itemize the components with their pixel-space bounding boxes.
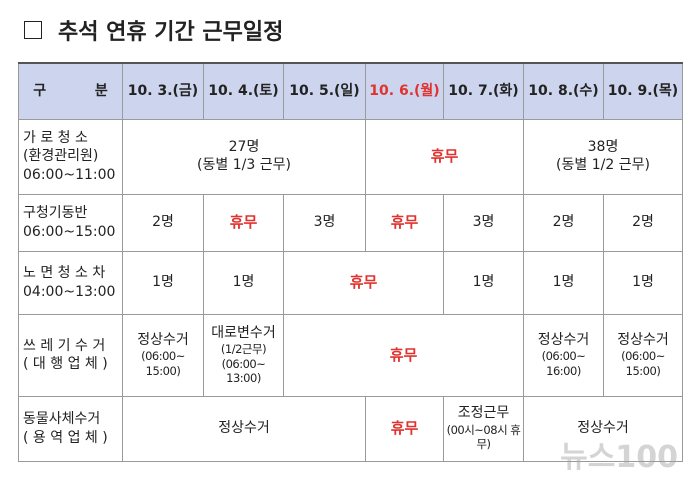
cell-line: 2명 bbox=[552, 213, 575, 230]
cell-line: 휴무 bbox=[229, 213, 258, 232]
cell: 3명 bbox=[283, 193, 366, 252]
cell-line: 38명 bbox=[587, 139, 619, 155]
row-label-line: ( 대 행 업 체 ) bbox=[23, 356, 108, 372]
row-label-line: 06:00~15:00 bbox=[23, 223, 116, 240]
row: 가 로 청 소 (환경관리원) 06:00~11:00 27명 (동별 1/3 근무) 휴… bbox=[18, 118, 683, 195]
cell-line: 휴무 bbox=[430, 147, 459, 166]
row-label: 구청기동반 06:00~15:00 bbox=[18, 193, 123, 252]
cell-line: 조정근무 bbox=[457, 405, 510, 422]
watermark: 뉴스100 bbox=[560, 440, 678, 475]
cell-line: 정상수거 bbox=[617, 331, 669, 348]
header-date: 10. 3.(금) bbox=[122, 62, 204, 120]
row: 쓰 레 기 수 거( 대 행 업 체 ) 정상수거 (06:00~ 15:00) 대로변… bbox=[18, 313, 683, 397]
cell: 정상수거 (06:00~ 15:00) bbox=[603, 313, 683, 397]
cell: 휴무 bbox=[365, 118, 524, 195]
cell-line: 13:00) bbox=[226, 370, 261, 385]
schedule-table: 구 분 10. 3.(금) 10. 4.(토) 10. 5.(일) 10. 6.(월) 1… bbox=[18, 62, 683, 462]
cell-line: 3명 bbox=[313, 213, 336, 230]
header-date: 10. 8.(수) bbox=[523, 62, 604, 120]
cell-line: 1명 bbox=[152, 273, 174, 290]
row-label: 쓰 레 기 수 거 ( 대 행 업 체 ) bbox=[18, 313, 123, 397]
cell: 3명 bbox=[443, 193, 524, 252]
row: 노 면 청 소 차 04:00~13:00 1명 1명 휴무 1명 1명 1명 bbox=[18, 250, 683, 315]
cell-line: 휴무 bbox=[389, 345, 418, 364]
cell: 대로변수거 (1/2근무) (06:00~ 13:00) bbox=[203, 313, 284, 397]
cell-line: 정상수거 bbox=[137, 331, 189, 348]
cell-line: 1명 bbox=[232, 273, 255, 290]
row-label-line: 04:00~13:00 bbox=[23, 283, 116, 300]
cell: 정상수거 bbox=[523, 395, 683, 462]
row-label-line: 쓰 레 기 수 거 bbox=[23, 337, 106, 354]
cell: 1명 bbox=[523, 250, 604, 315]
cell: 휴무 bbox=[365, 193, 444, 252]
cell: 1명 bbox=[603, 250, 683, 315]
cell: 휴무 bbox=[203, 193, 284, 252]
cell: 38명 (동별 1/2 근무) bbox=[523, 118, 683, 195]
cell-line: (06:00~ bbox=[621, 349, 665, 364]
cell: 1명 bbox=[443, 250, 524, 315]
cell-line: 1명 bbox=[552, 273, 575, 290]
cell-line: 정상수거 bbox=[577, 419, 629, 436]
cell: 휴무 bbox=[283, 313, 524, 397]
header-date: 10. 6.(월) bbox=[365, 62, 444, 120]
row-label-line: 구청기동반 bbox=[23, 205, 88, 222]
row-label-line: 노 면 청 소 차 bbox=[23, 265, 106, 282]
title: 추석 연휴 기간 근무일정 bbox=[24, 14, 283, 46]
row: 구청기동반 06:00~15:00 2명 휴무 3명 휴무 3명 2명 2명 bbox=[18, 193, 683, 252]
row-label: 가 로 청 소 (환경관리원) 06:00~11:00 bbox=[18, 118, 123, 195]
header-date: 10. 4.(토) bbox=[203, 62, 284, 120]
header-label: 구 분 bbox=[18, 62, 123, 120]
cell-line: 1명 bbox=[632, 273, 654, 290]
cell-line: (동별 1/3 근무) bbox=[197, 156, 291, 173]
cell-line: 정상수거 bbox=[537, 331, 590, 348]
row-label-line: ( 용 역 업 체 ) bbox=[23, 429, 108, 446]
cell-line: 2명 bbox=[632, 213, 654, 230]
cell: 1명 bbox=[203, 250, 284, 315]
cell-line: (06:00~ bbox=[221, 356, 266, 371]
cell: 정상수거 (06:00~ 15:00) bbox=[122, 313, 204, 397]
cell-line: 15:00) bbox=[145, 363, 181, 378]
cell: 정상수거 bbox=[122, 395, 366, 462]
title-box bbox=[24, 21, 42, 39]
cell-line: 휴무 bbox=[349, 273, 378, 292]
cell: 2명 bbox=[122, 193, 204, 252]
header-date: 10. 7.(화) bbox=[443, 62, 524, 120]
row: 동물사체수거( 용 역 업 체 ) 정상수거 휴무 조정근무 (00시~08시 휴무) 정… bbox=[18, 395, 683, 462]
row-label-line: (환경관리원) bbox=[23, 148, 99, 165]
cell-line: 정상수거 bbox=[218, 419, 270, 436]
cell: 휴무 bbox=[365, 395, 444, 462]
cell-line: 27명 bbox=[228, 139, 260, 155]
cell-line: 2명 bbox=[152, 213, 174, 230]
row-label-line: 가 로 청 소 bbox=[23, 130, 88, 147]
cell: 2명 bbox=[523, 193, 604, 252]
cell-line: 휴무 bbox=[390, 213, 419, 232]
cell: 조정근무 (00시~08시 휴무) bbox=[443, 395, 524, 462]
cell-line: 1명 bbox=[472, 273, 495, 290]
cell-line: (1/2근무) bbox=[220, 342, 267, 357]
cell-line: (00시~08시 휴무) bbox=[446, 422, 521, 452]
cell-line: (06:00~ bbox=[141, 349, 185, 364]
cell-line: 15:00) bbox=[625, 363, 661, 378]
title-text: 추석 연휴 기간 근무일정 bbox=[58, 20, 284, 45]
row-label: 동물사체수거( 용 역 업 체 ) bbox=[18, 395, 123, 462]
cell-line: 3명 bbox=[472, 213, 495, 230]
row-label-line: 동물사체수거 bbox=[23, 411, 101, 428]
cell-line: 대로변수거 bbox=[211, 324, 276, 341]
cell-line: (동별 1/2 근무) bbox=[556, 156, 650, 173]
cell: 27명 (동별 1/3 근무) bbox=[122, 118, 366, 195]
cell-line: 휴무 bbox=[390, 419, 419, 438]
header-date: 10. 5.(일) bbox=[283, 62, 366, 120]
row-label-line: 06:00~11:00 bbox=[23, 166, 116, 183]
header-date: 10. 9.(목) bbox=[603, 62, 683, 120]
cell: 휴무 bbox=[283, 250, 444, 315]
cell-line: (06:00~ bbox=[541, 349, 586, 364]
cell: 정상수거 (06:00~ 16:00) bbox=[523, 313, 604, 397]
cell-line: 16:00) bbox=[546, 363, 581, 378]
header-row: 구 분 10. 3.(금) 10. 4.(토) 10. 5.(일) 10. 6.(월) 1… bbox=[18, 62, 683, 120]
row-label: 노 면 청 소 차 04:00~13:00 bbox=[18, 250, 123, 315]
cell: 1명 bbox=[122, 250, 204, 315]
cell: 2명 bbox=[603, 193, 683, 252]
